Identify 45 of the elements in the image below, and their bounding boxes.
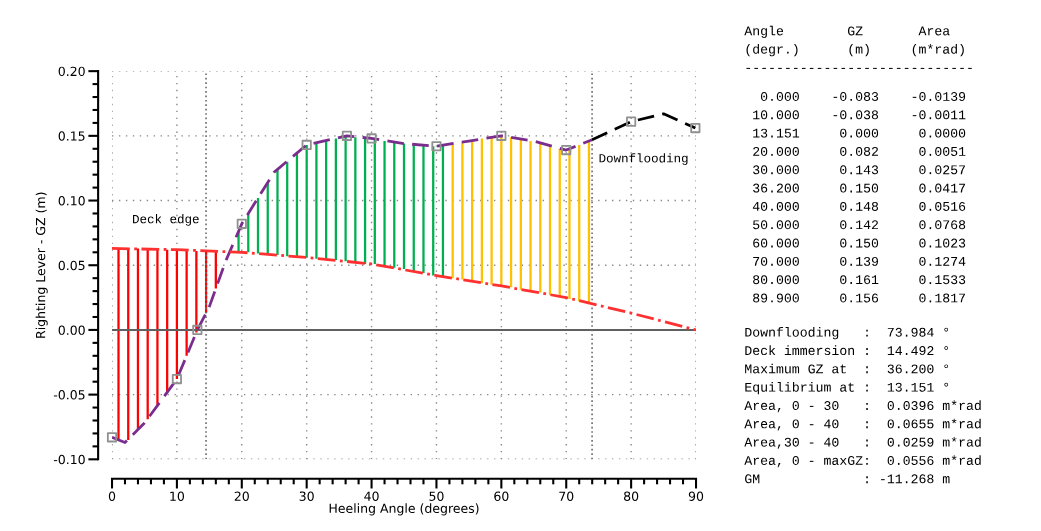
- ref-line-label: Downflooding: [599, 153, 688, 165]
- x-tick-label: 90: [688, 491, 704, 501]
- text: 30.000 0.143 0.0257: [753, 165, 965, 175]
- text: 89.900 0.156 0.1817: [753, 293, 965, 303]
- y-tick-label: -0.05: [53, 390, 85, 400]
- text: GM : -11.268 m: [745, 474, 950, 484]
- ref-line-label: Deck edge: [133, 214, 199, 226]
- x-tick-label: 30: [299, 491, 314, 501]
- text: Area, 0 - maxGZ: 0.0556 m*rad: [744, 455, 981, 468]
- y-tick-label: 0.10: [58, 196, 85, 206]
- x-tick-label: 70: [559, 491, 574, 501]
- x-axis-title: Heeling Angle (degrees): [329, 503, 479, 516]
- text: Area, 0 - 40 : 0.0655 m*rad: [744, 418, 981, 431]
- text: 60.000 0.150 0.1023: [753, 238, 966, 248]
- text: Area,30 - 40 : 0.0259 m*rad: [744, 436, 981, 449]
- text: 80.000 0.161 0.1533: [753, 275, 966, 285]
- x-tick-label: 0: [108, 491, 116, 501]
- text: 20.000 0.082 0.0051: [753, 146, 966, 156]
- text: Downflooding : 73.984 °: [745, 327, 949, 340]
- text: 13.151 0.000 0.0000: [753, 128, 966, 138]
- text: 36.200 0.150 0.0417: [753, 183, 965, 193]
- x-tick-label: 10: [170, 491, 185, 501]
- y-tick-label: 0.00: [58, 325, 85, 335]
- y-tick-label: 0.15: [58, 131, 85, 141]
- x-tick-label: 60: [494, 491, 509, 501]
- text: Deck immersion : 14.492 °: [745, 345, 949, 356]
- x-tick-label: 40: [364, 491, 379, 501]
- text: Equilibrium at : 13.151 °: [745, 382, 949, 395]
- text: 10.000 -0.038 -0.0011: [753, 110, 966, 120]
- text: Area, 0 - 30 : 0.0396 m*rad: [744, 400, 981, 413]
- y-tick-label: -0.10: [53, 454, 85, 465]
- y-tick-label: 0.20: [58, 66, 85, 77]
- text: 0.000 -0.083 -0.0139: [760, 92, 966, 101]
- y-axis-title: Righting Lever - GZ (m): [35, 192, 48, 338]
- x-tick-label: 20: [234, 491, 249, 501]
- text: (degr.) (m) (m*rad): [746, 44, 964, 57]
- x-tick-label: 50: [429, 491, 444, 501]
- text: 40.000 0.148 0.0516: [752, 201, 966, 211]
- text: 70.000 0.139 0.1274: [753, 256, 966, 266]
- y-tick-label: 0.05: [58, 260, 85, 271]
- text: 50.000 0.142 0.0768: [753, 220, 966, 230]
- text: Maximum GZ at : 36.200 °: [745, 363, 949, 374]
- x-tick-label: 80: [624, 491, 639, 501]
- text: -----------------------------: [746, 67, 972, 69]
- text: Angle GZ Area: [744, 25, 950, 38]
